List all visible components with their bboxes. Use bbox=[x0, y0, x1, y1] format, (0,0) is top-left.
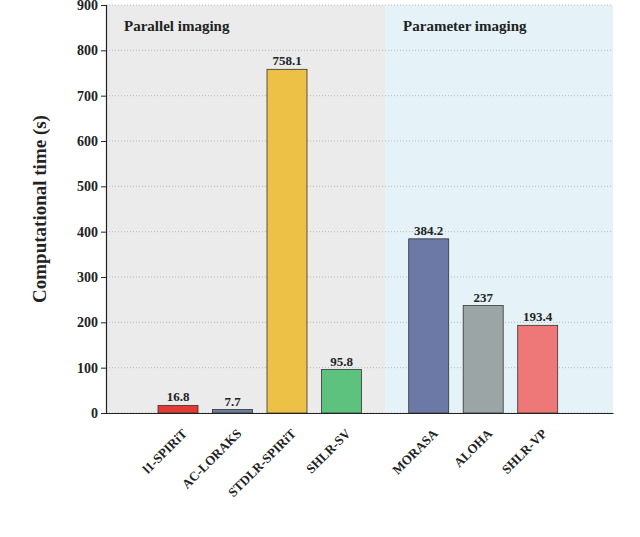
grid-line bbox=[106, 141, 613, 142]
x-axis: l1-SPIRiTAC-LORAKSSTDLR-SPIRiTSHLR-SVMOR… bbox=[107, 413, 614, 500]
bar bbox=[518, 325, 558, 413]
data-label: 237 bbox=[473, 290, 493, 305]
group-label: Parameter imaging bbox=[403, 18, 527, 34]
bar bbox=[267, 69, 307, 413]
y-tick: 0 bbox=[91, 406, 106, 421]
y-tick-mark bbox=[101, 322, 106, 323]
bar bbox=[213, 410, 253, 413]
y-tick-label: 700 bbox=[77, 89, 98, 104]
y-tick-mark bbox=[101, 50, 106, 51]
x-tick-label: MORASA bbox=[389, 425, 441, 477]
x-tick: SHLR-VP bbox=[499, 413, 550, 477]
x-tick-label: STDLR-SPIRiT bbox=[225, 426, 299, 500]
x-tick-label: SHLR-VP bbox=[499, 426, 550, 477]
x-tick-label: SHLR-SV bbox=[303, 425, 354, 476]
y-tick-label: 900 bbox=[77, 0, 98, 13]
y-tick: 300 bbox=[77, 270, 106, 285]
group-label: Parallel imaging bbox=[124, 18, 230, 34]
x-tick: l1-SPIRiT bbox=[140, 413, 191, 476]
data-label: 95.8 bbox=[330, 354, 353, 369]
y-tick-label: 400 bbox=[77, 225, 98, 240]
y-tick-label: 600 bbox=[77, 134, 98, 149]
x-tick: STDLR-SPIRiT bbox=[225, 413, 299, 500]
x-tick-label: ALOHA bbox=[451, 425, 496, 470]
bars bbox=[158, 69, 558, 413]
y-tick: 500 bbox=[77, 179, 106, 194]
y-tick-mark bbox=[101, 5, 106, 6]
y-tick-mark bbox=[101, 232, 106, 233]
y-tick: 900 bbox=[77, 0, 106, 13]
grid-line bbox=[106, 277, 613, 278]
y-tick-mark bbox=[101, 277, 106, 278]
y-tick: 700 bbox=[77, 89, 106, 104]
y-axis: 0 100 200 300 400 500 600 700 800 900 bbox=[77, 0, 107, 421]
x-tick: ALOHA bbox=[451, 413, 496, 470]
data-label: 7.7 bbox=[224, 394, 241, 409]
y-tick-label: 200 bbox=[77, 315, 98, 330]
group-background bbox=[385, 5, 613, 413]
bar bbox=[409, 239, 449, 413]
y-tick-label: 100 bbox=[77, 361, 98, 376]
grid-line bbox=[106, 231, 613, 232]
y-tick: 800 bbox=[77, 43, 106, 58]
y-tick-label: 800 bbox=[77, 43, 98, 58]
x-tick-label: l1-SPIRiT bbox=[140, 426, 191, 477]
y-tick-label: 0 bbox=[91, 406, 98, 421]
data-labels: 16.8 7.7 758.1 95.8 384.2 237 193.4 bbox=[167, 53, 553, 408]
y-tick-mark bbox=[101, 368, 106, 369]
bar bbox=[322, 370, 362, 413]
x-tick: MORASA bbox=[389, 413, 441, 477]
data-label: 193.4 bbox=[523, 309, 553, 324]
bar bbox=[463, 306, 503, 413]
bar bbox=[158, 405, 198, 413]
grid-line bbox=[106, 5, 613, 6]
grid-line bbox=[106, 95, 613, 96]
grid-line bbox=[106, 50, 613, 51]
chart: Parallel imaging Parameter imaging 16.8 7.7… bbox=[0, 0, 640, 537]
x-axis-line bbox=[107, 413, 614, 414]
x-tick: SHLR-SV bbox=[303, 413, 354, 476]
y-tick: 100 bbox=[77, 361, 106, 376]
y-tick-mark bbox=[101, 186, 106, 187]
y-tick-label: 500 bbox=[77, 179, 98, 194]
group-background bbox=[106, 5, 385, 413]
y-tick: 200 bbox=[77, 315, 106, 330]
y-tick: 400 bbox=[77, 225, 106, 240]
y-tick-mark bbox=[101, 413, 106, 414]
y-tick-label: 300 bbox=[77, 270, 98, 285]
y-axis-title: Computational time (s) bbox=[29, 115, 51, 303]
grid bbox=[106, 5, 613, 413]
y-tick: 600 bbox=[77, 134, 106, 149]
data-label: 384.2 bbox=[414, 223, 443, 238]
y-tick-mark bbox=[101, 96, 106, 97]
y-tick-mark bbox=[101, 141, 106, 142]
data-label: 758.1 bbox=[272, 53, 301, 68]
y-axis-line bbox=[101, 6, 107, 414]
data-label: 16.8 bbox=[167, 389, 190, 404]
grid-line bbox=[106, 186, 613, 187]
